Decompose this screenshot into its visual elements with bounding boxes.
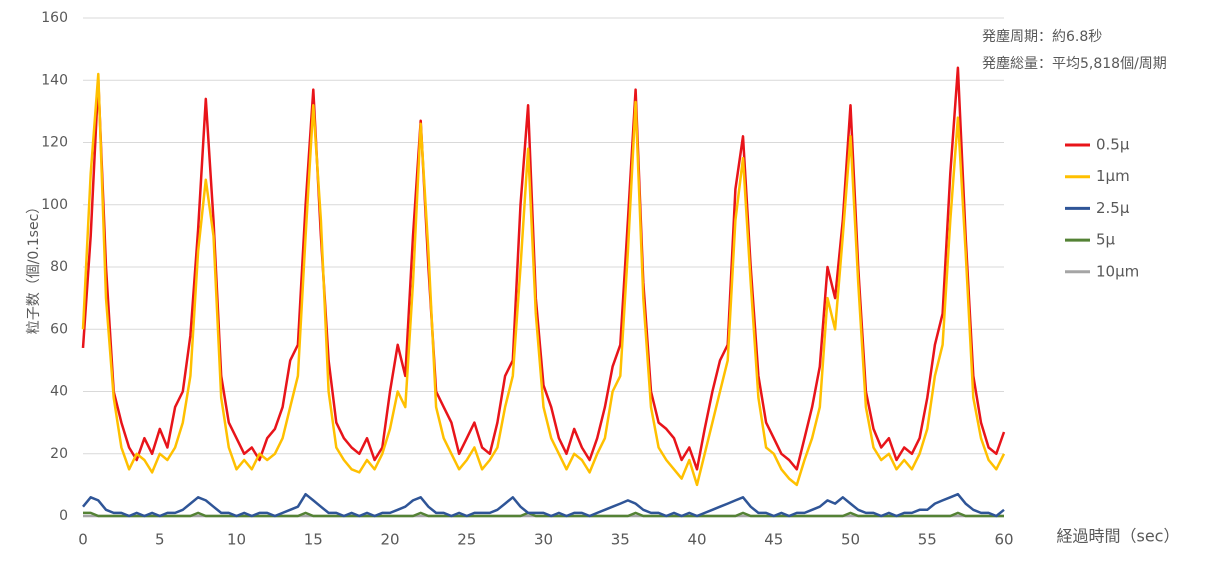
x-tick-label: 50 bbox=[841, 531, 860, 549]
y-tick-label: 40 bbox=[50, 384, 68, 400]
y-tick-label: 60 bbox=[50, 321, 68, 337]
legend-label: 5μ bbox=[1096, 231, 1116, 249]
legend-label: 10μm bbox=[1096, 262, 1139, 280]
x-tick-label: 45 bbox=[764, 531, 783, 549]
x-tick-label: 20 bbox=[380, 531, 399, 549]
annotation: 発塵総量：平均5,818個/周期 bbox=[982, 55, 1167, 72]
series-line bbox=[81, 66, 1006, 471]
annotation: 発塵周期：約6.8秒 bbox=[982, 28, 1102, 45]
y-tick-label: 160 bbox=[41, 10, 68, 26]
x-tick-label: 0 bbox=[78, 531, 88, 549]
x-tick-label: 55 bbox=[918, 531, 937, 549]
x-tick-label: 60 bbox=[994, 531, 1013, 549]
y-tick-label: 80 bbox=[50, 259, 68, 275]
x-tick-label: 5 bbox=[155, 531, 165, 549]
y-tick-label: 140 bbox=[41, 72, 68, 88]
x-tick-label: 35 bbox=[611, 531, 630, 549]
x-tick-label: 10 bbox=[227, 531, 246, 549]
x-tick-label: 30 bbox=[534, 531, 553, 549]
legend-label: 2.5μ bbox=[1096, 199, 1130, 217]
y-tick-label: 0 bbox=[59, 508, 68, 524]
x-tick-label: 15 bbox=[304, 531, 323, 549]
x-tick-label: 40 bbox=[687, 531, 706, 549]
legend-label: 1μm bbox=[1096, 167, 1130, 185]
x-tick-label: 25 bbox=[457, 531, 476, 549]
y-tick-label: 20 bbox=[50, 446, 68, 462]
y-tick-label: 100 bbox=[41, 197, 68, 213]
y-axis-label: 粒子数（個/0.1sec） bbox=[26, 200, 42, 335]
series-line bbox=[82, 492, 1005, 518]
y-tick-label: 120 bbox=[41, 135, 68, 151]
series-line bbox=[81, 72, 1006, 487]
x-axis-label: 経過時間（sec） bbox=[1057, 527, 1180, 546]
legend-label: 0.5μ bbox=[1096, 136, 1130, 154]
